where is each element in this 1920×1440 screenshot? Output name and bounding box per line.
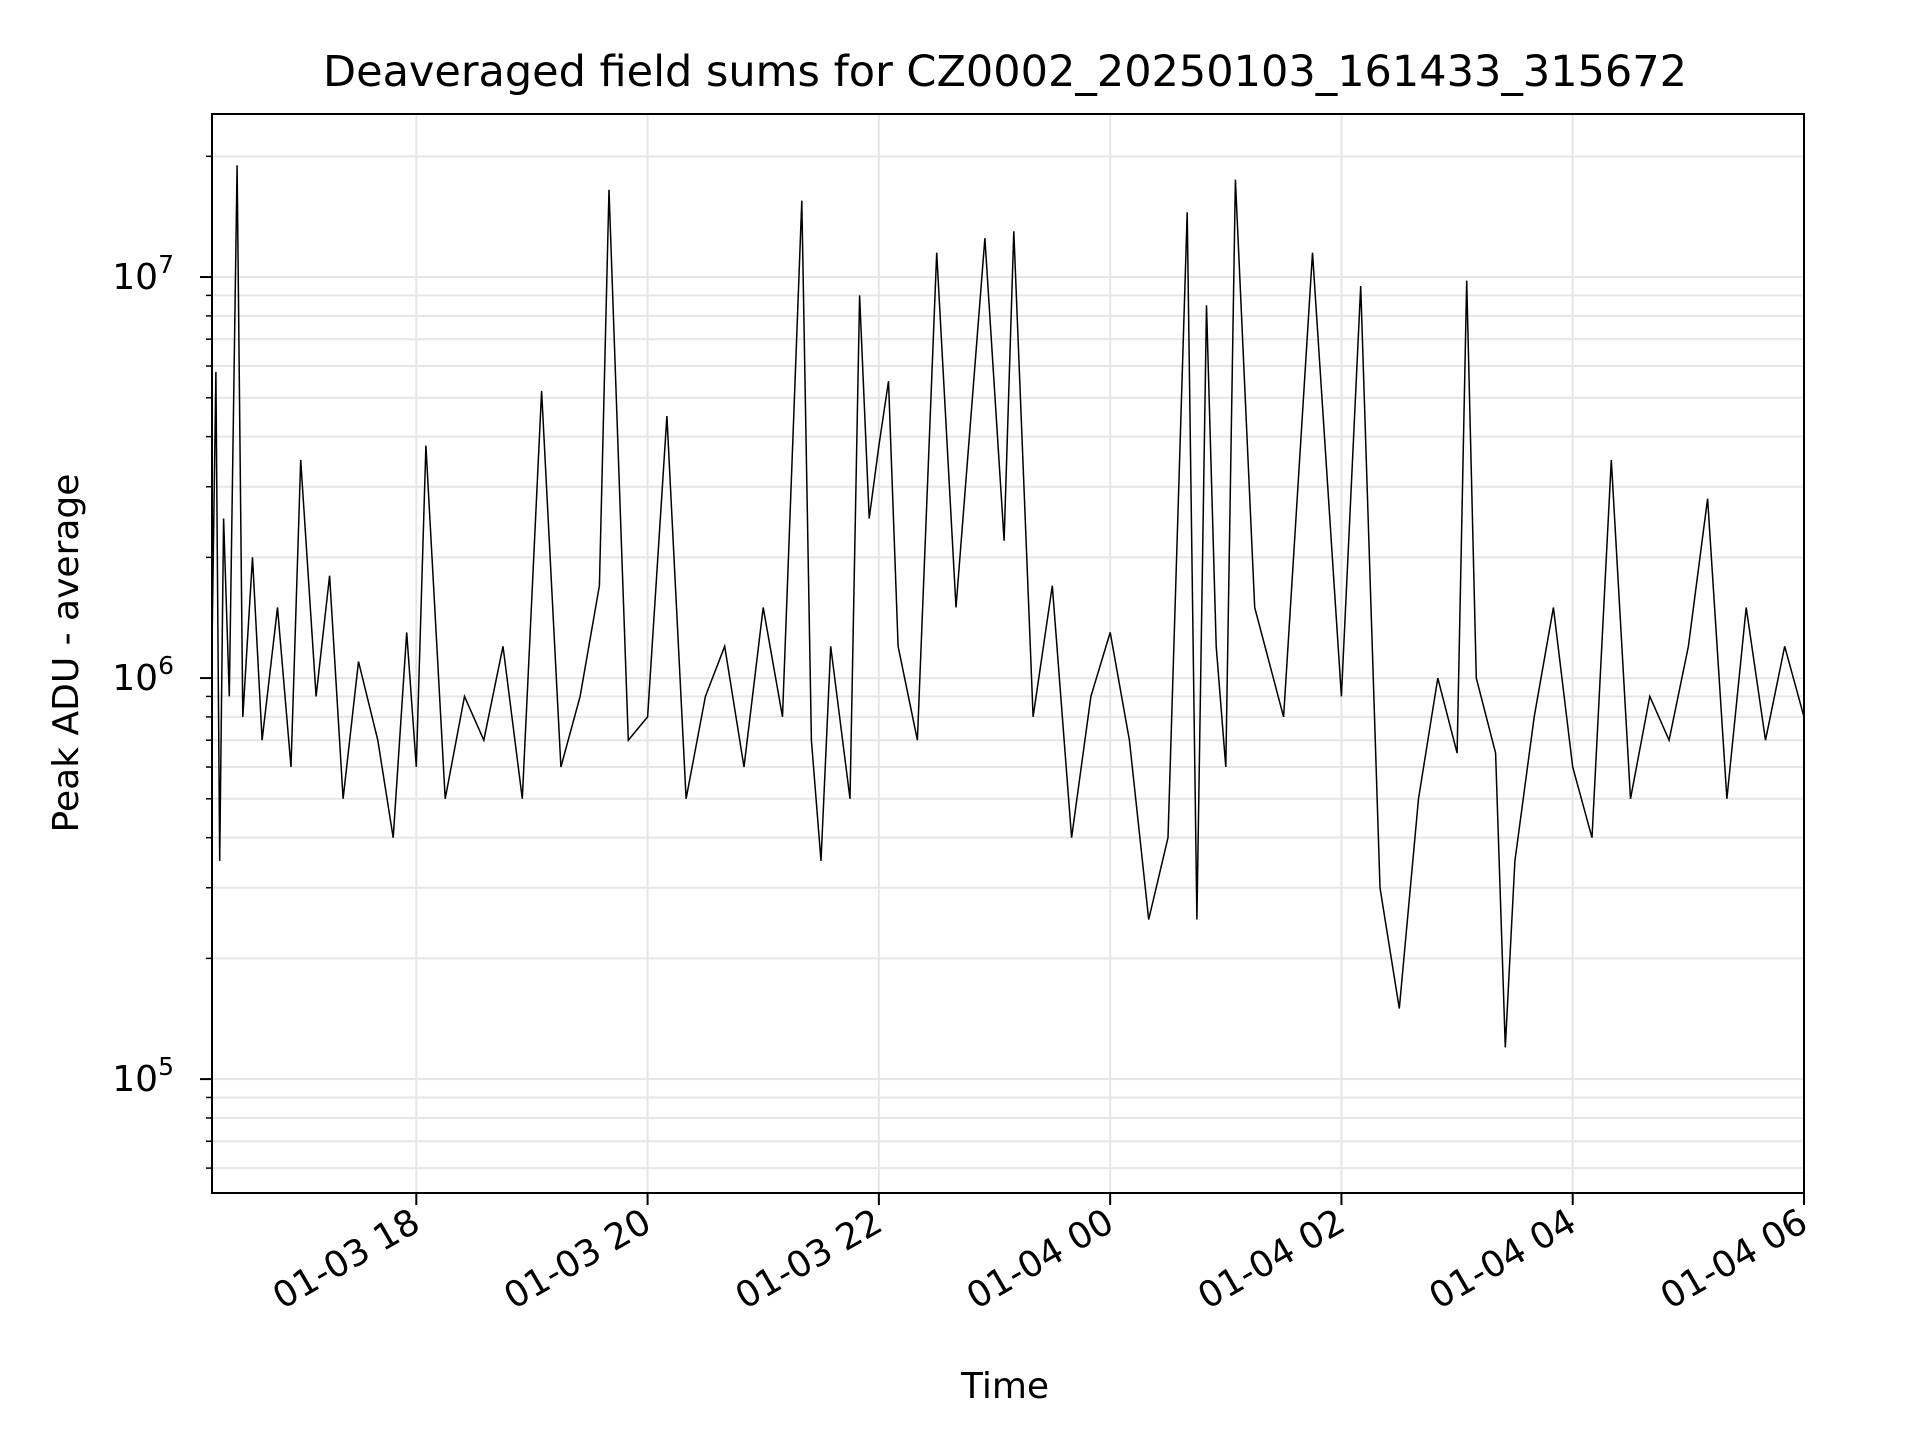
y-axis: 105 106 107: [112, 155, 212, 1169]
y-tick-label: 105: [112, 1052, 174, 1100]
plot-frame: [211, 113, 1805, 1194]
series-layer: [211, 165, 1805, 1048]
x-axis-label: Time: [960, 1366, 1049, 1407]
chart-title: Deaveraged field sums for CZ0002_2025010…: [323, 47, 1687, 97]
y-axis-label: Peak ADU - average: [46, 474, 87, 833]
series-line-0: [211, 165, 1805, 1048]
y-tick-label: 106: [112, 651, 174, 699]
y-tick-label: 107: [112, 250, 174, 298]
